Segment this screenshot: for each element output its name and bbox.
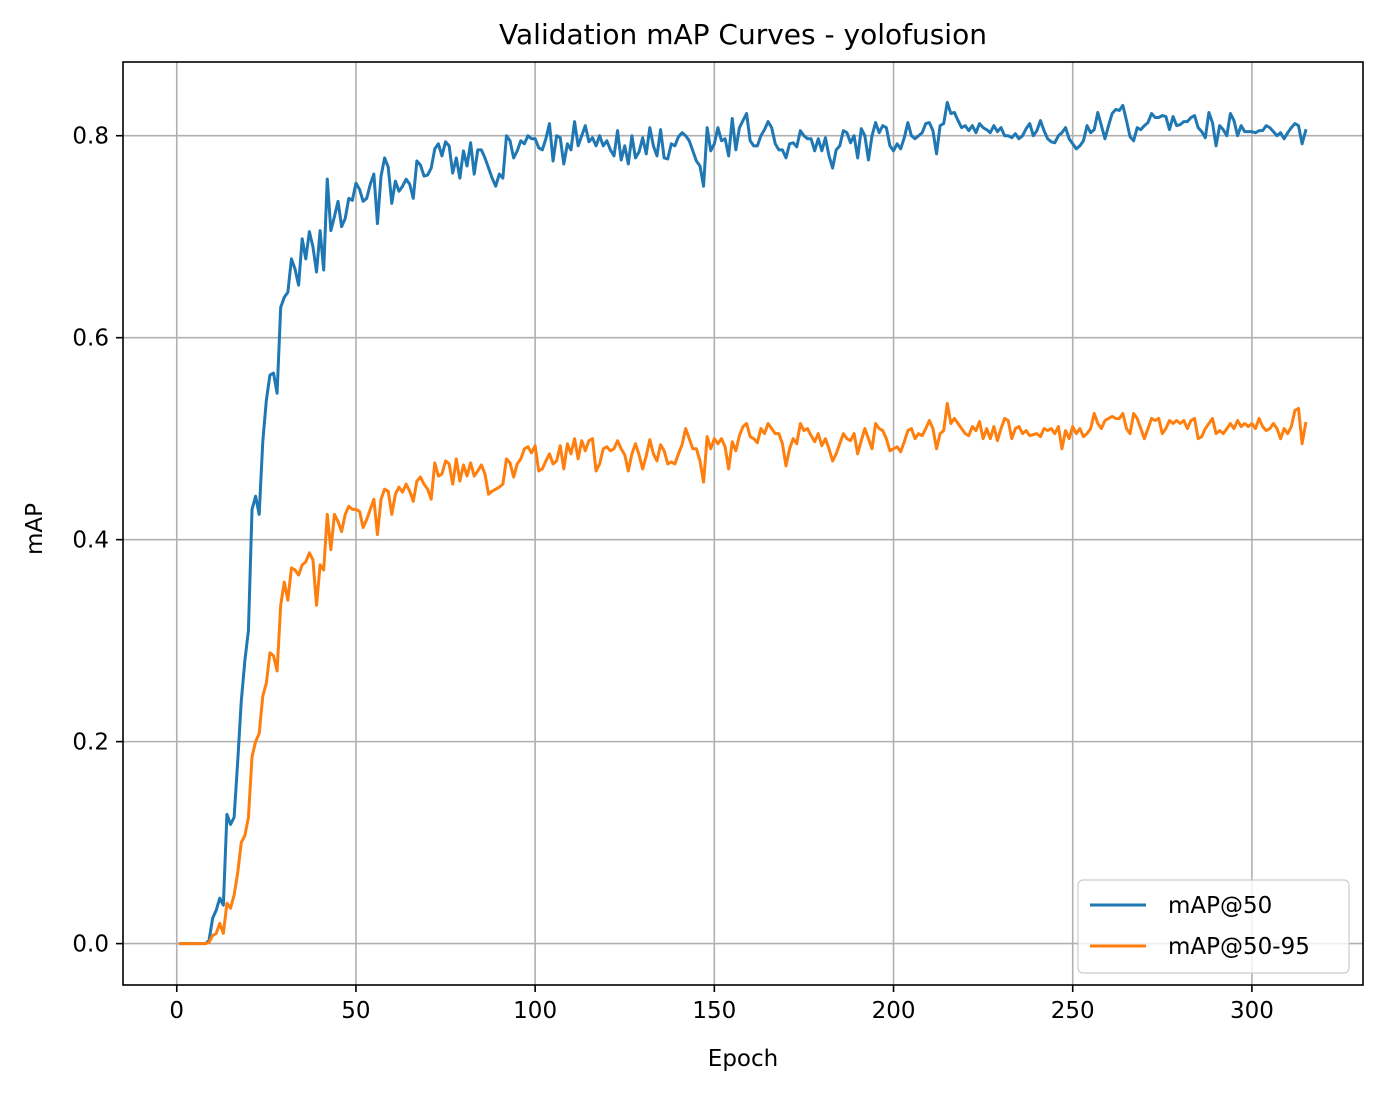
legend: mAP@50 mAP@50-95 bbox=[1077, 879, 1350, 974]
y-tick-label: 0.8 bbox=[72, 124, 109, 150]
y-axis-title: mAP bbox=[22, 503, 48, 555]
y-tick-label: 0.6 bbox=[72, 326, 109, 352]
grid-lines bbox=[123, 62, 1363, 985]
y-tick-label: 0.2 bbox=[72, 730, 109, 756]
x-tick-label: 250 bbox=[1051, 998, 1095, 1024]
y-tick-label: 0.4 bbox=[72, 528, 109, 554]
series-lines bbox=[178, 100, 1308, 946]
chart-title: Validation mAP Curves - yolofusion bbox=[499, 18, 987, 51]
legend-label-map50-95: mAP@50-95 bbox=[1168, 934, 1310, 960]
x-tick-label: 150 bbox=[692, 998, 736, 1024]
y-tick-label: 0.0 bbox=[72, 932, 109, 958]
legend-box bbox=[1077, 879, 1350, 974]
x-tick-label: 50 bbox=[341, 998, 370, 1024]
x-axis-title: Epoch bbox=[708, 1046, 778, 1072]
x-tick-label: 100 bbox=[513, 998, 557, 1024]
series-line-map50-95 bbox=[178, 401, 1308, 946]
x-tick-label: 300 bbox=[1230, 998, 1274, 1024]
axis-ticks: 0 50 100 150 200 250 300 0.0 0.2 0.4 0.6 0.8 bbox=[72, 124, 1273, 1024]
legend-label-map50: mAP@50 bbox=[1168, 893, 1272, 919]
plot-frame bbox=[122, 61, 1364, 986]
x-tick-label: 0 bbox=[169, 998, 184, 1024]
x-tick-label: 200 bbox=[872, 998, 916, 1024]
series-line-map50 bbox=[178, 100, 1308, 946]
